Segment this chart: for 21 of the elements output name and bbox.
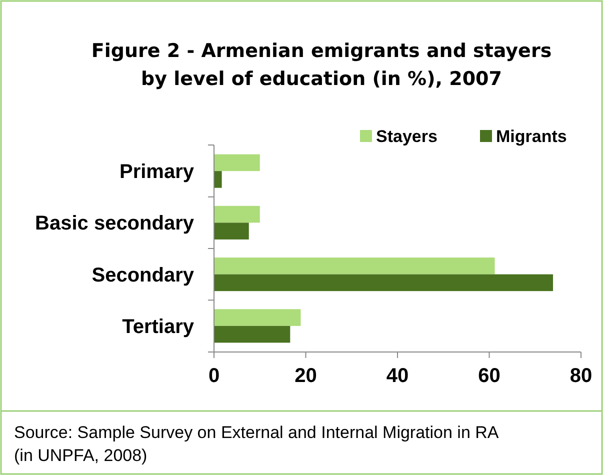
x-tick-label: 80 — [570, 365, 592, 387]
bar — [214, 258, 495, 274]
chart-title: Figure 2 - Armenian emigrants and stayers by level of education (in %), 2007 — [91, 40, 552, 90]
legend-label: Stayers — [376, 127, 438, 146]
x-tick-label: 60 — [478, 365, 500, 387]
bar — [214, 274, 554, 292]
x-tick-label: 20 — [294, 365, 317, 387]
source-note: Source: Sample Survey on External and Internal Migration in RA (in UNPFA, 2008) — [14, 423, 500, 465]
bar — [214, 171, 222, 188]
x-tick-label: 40 — [386, 365, 409, 387]
legend-label: Migrants — [496, 127, 567, 146]
bar — [214, 326, 290, 343]
bar — [214, 222, 249, 240]
bar — [214, 309, 301, 326]
y-tick-label: Tertiary — [122, 316, 195, 338]
bar — [214, 206, 260, 223]
y-tick-label: Basic secondary — [35, 212, 195, 235]
x-tick-label: 0 — [208, 365, 220, 387]
y-tick-label: Primary — [120, 161, 195, 184]
bar — [214, 154, 260, 172]
y-tick-label: Secondary — [92, 264, 195, 286]
